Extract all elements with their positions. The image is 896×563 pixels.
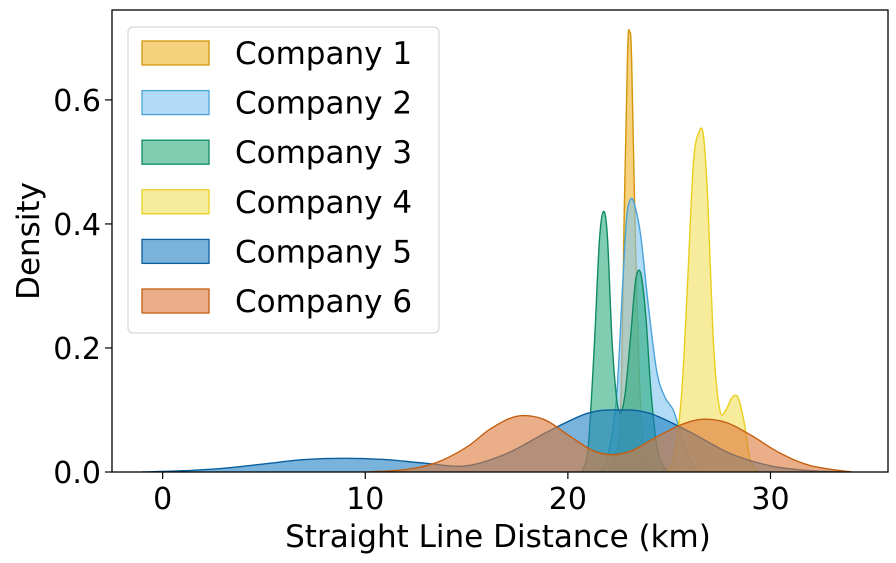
legend-swatch-company-2	[141, 89, 210, 116]
legend-label-company-1: Company 1	[235, 36, 412, 72]
legend-items: Company 1 Company 2 Company 3 Company 4 Comp…	[141, 36, 412, 320]
x-axis: 0 10 20 30	[153, 472, 790, 517]
density-area-company-3	[582, 211, 670, 472]
legend-swatch-company-3	[141, 139, 210, 165]
legend: Company 1 Company 2 Company 3 Company 4 Comp…	[127, 26, 440, 334]
plot-area	[142, 28, 852, 472]
x-tick-label: 30	[751, 482, 789, 517]
y-tick-label: 0.0	[53, 456, 101, 491]
legend-swatch-company-6	[141, 288, 210, 314]
x-axis-label: Straight Line Distance (km)	[285, 519, 711, 555]
legend-label-company-5: Company 5	[235, 234, 412, 270]
y-tick-label: 0.4	[53, 208, 101, 243]
x-tick-label: 0	[153, 482, 172, 517]
density-line-company-4	[664, 127, 759, 472]
density-line-company-3	[581, 210, 670, 472]
y-tick-label: 0.6	[53, 84, 101, 119]
legend-label-company-6: Company 6	[235, 284, 412, 320]
legend-label-company-2: Company 2	[235, 86, 412, 122]
series-layer	[142, 28, 852, 472]
x-tick-label: 20	[549, 482, 587, 517]
legend-label-company-3: Company 3	[235, 135, 412, 171]
legend-label-company-4: Company 4	[235, 185, 412, 221]
density-line-company-6	[365, 414, 852, 472]
x-tick-label: 10	[346, 482, 384, 517]
density-area-company-6	[365, 415, 852, 472]
legend-swatch-company-1	[141, 40, 210, 66]
y-axis: 0.0 0.2 0.4 0.6	[53, 84, 112, 491]
plot-frame	[111, 9, 889, 473]
legend-swatch-company-5	[141, 238, 210, 265]
y-axis-label: Density	[11, 182, 47, 300]
legend-swatch-company-4	[141, 189, 210, 215]
density-area-company-4	[665, 128, 759, 472]
y-tick-label: 0.2	[53, 332, 101, 367]
